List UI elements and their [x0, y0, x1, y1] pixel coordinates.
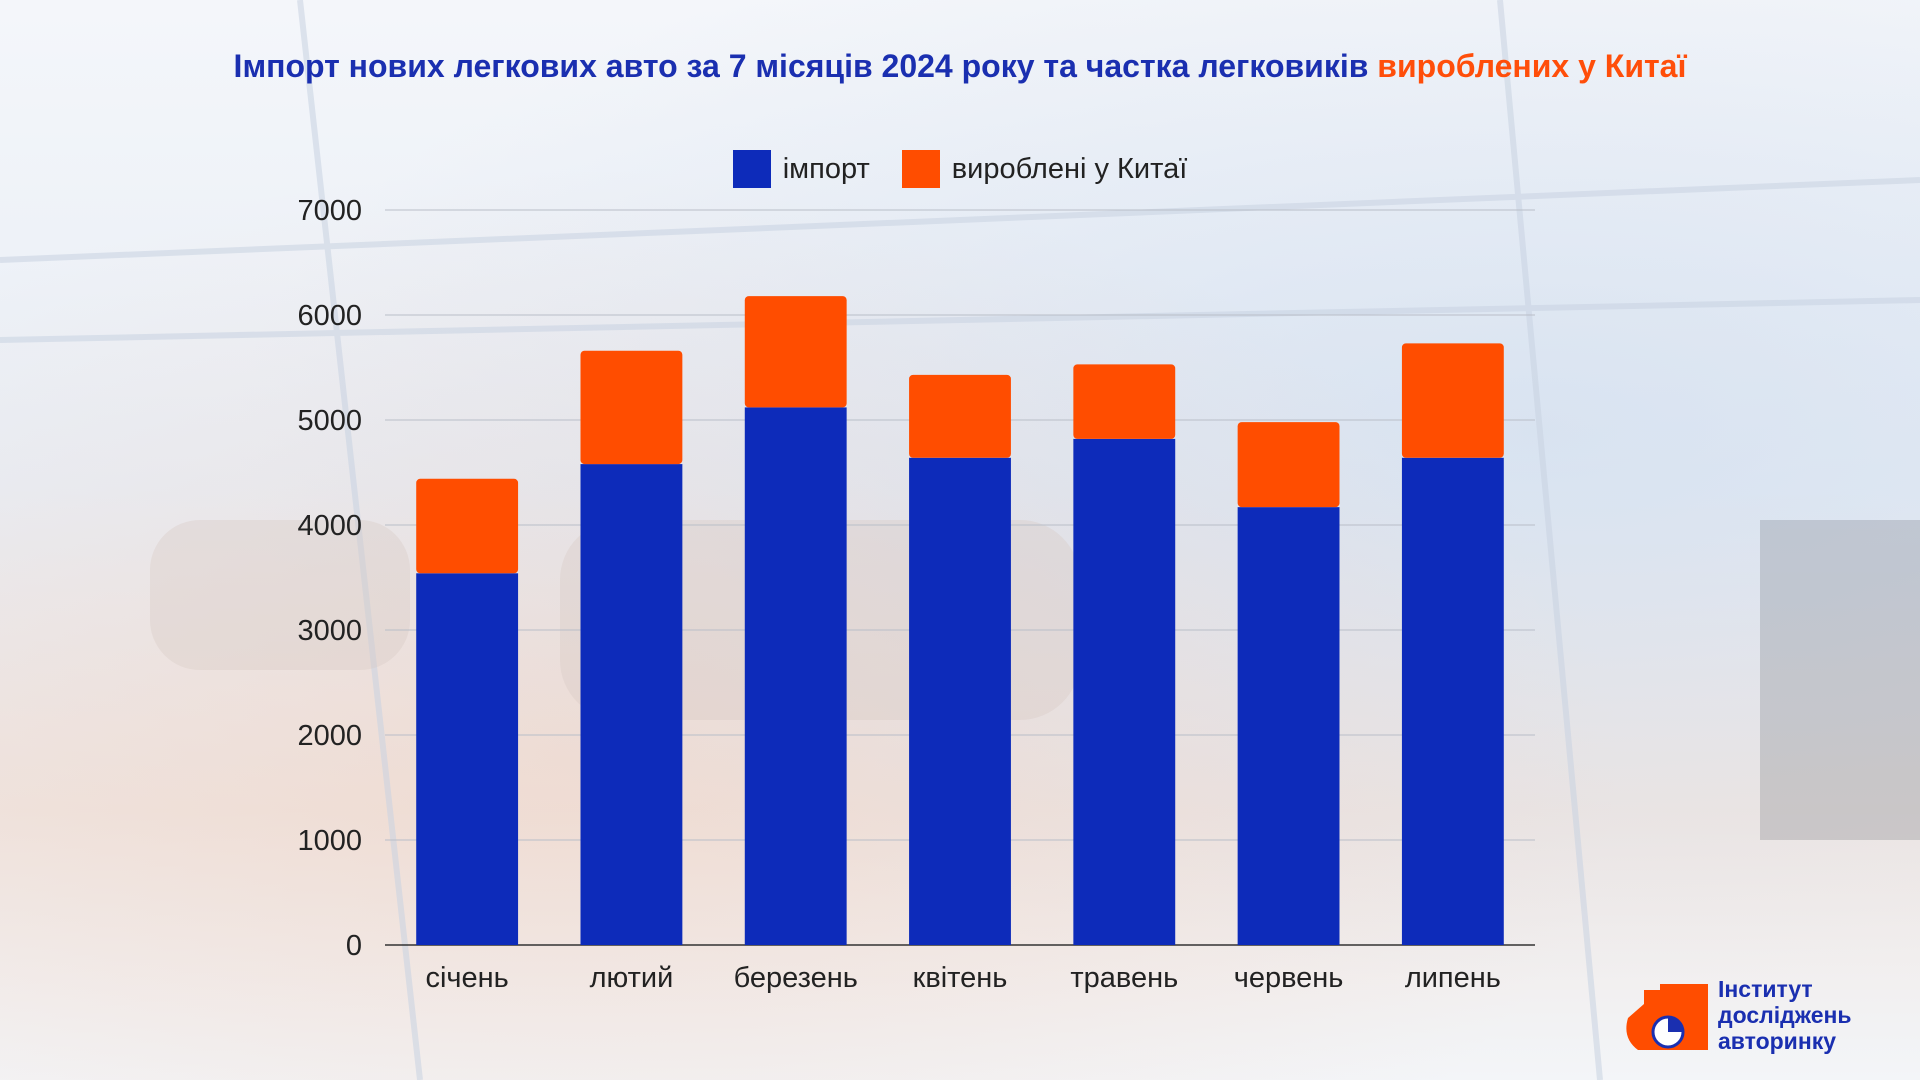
y-tick-label: 3000 [297, 615, 362, 647]
legend: імпорт вироблені у Китаї [0, 150, 1920, 188]
legend-item-china: вироблені у Китаї [901, 150, 1188, 188]
logo-text: Інститут досліджень авторинку [1718, 976, 1852, 1054]
x-tick-label: квітень [913, 962, 1008, 994]
x-tick-label: березень [734, 962, 858, 994]
y-tick-label: 6000 [297, 300, 362, 332]
bar-import [1401, 457, 1504, 945]
bar-china [416, 478, 519, 574]
chart-title: Імпорт нових легкових авто за 7 місяців … [0, 48, 1920, 85]
chart-title-accent: вироблених у Китаї [1377, 48, 1687, 84]
legend-swatch-china [901, 150, 940, 188]
y-tick-label: 5000 [297, 405, 362, 437]
x-tick-label: січень [425, 962, 508, 994]
y-tick-label: 2000 [297, 720, 362, 752]
bar-import [1073, 438, 1176, 945]
bar-import [1237, 507, 1340, 945]
x-tick-label: червень [1234, 962, 1344, 994]
bar-china [1237, 422, 1340, 508]
legend-label-import: імпорт [782, 152, 870, 185]
chart-title-main: Імпорт нових легкових авто за 7 місяців … [233, 48, 1369, 84]
legend-label-china: вироблені у Китаї [951, 152, 1188, 185]
bar-china [1073, 364, 1176, 439]
bar-import [909, 457, 1011, 945]
x-tick-label: лютий [590, 962, 674, 994]
bar-import [580, 464, 683, 945]
bar-china [1401, 343, 1504, 458]
x-tick-label: липень [1405, 962, 1501, 994]
legend-swatch-import [732, 150, 771, 188]
logo-house-pie-icon [1626, 984, 1708, 1050]
bar-import [416, 573, 519, 945]
bar-china [580, 350, 683, 465]
y-tick-label: 0 [346, 930, 362, 962]
logo-line-3: авторинку [1718, 1028, 1837, 1054]
bar-import [744, 407, 847, 945]
bar-china [744, 296, 847, 408]
y-tick-label: 7000 [297, 195, 362, 227]
logo-line-1: Інститут [1718, 976, 1813, 1002]
y-tick-label: 1000 [297, 825, 362, 857]
x-tick-label: травень [1070, 962, 1178, 994]
legend-item-import: імпорт [732, 150, 870, 188]
logo-line-2: досліджень [1718, 1002, 1852, 1028]
bar-china [909, 374, 1011, 458]
y-tick-label: 4000 [297, 510, 362, 542]
